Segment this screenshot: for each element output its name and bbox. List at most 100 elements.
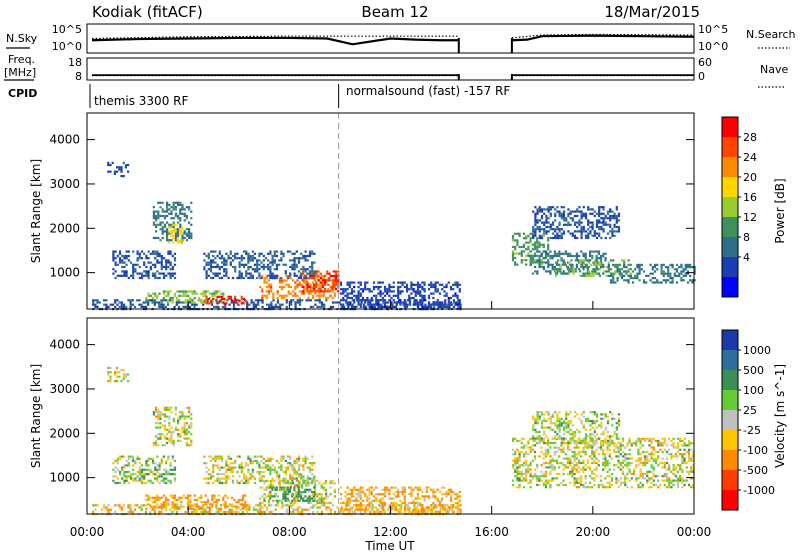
heatmap-cell <box>587 460 589 462</box>
heatmap-cell <box>607 233 609 235</box>
heatmap-cell <box>172 273 174 275</box>
heatmap-cell <box>145 508 147 510</box>
heatmap-cell <box>156 251 158 253</box>
heatmap-cell <box>561 228 563 230</box>
heatmap-cell <box>353 487 355 489</box>
heatmap-cell <box>272 293 274 295</box>
heatmap-cell <box>574 215 576 217</box>
heatmap-cell <box>263 259 265 261</box>
heatmap-cell <box>280 469 282 471</box>
heatmap-cell <box>120 168 122 170</box>
heatmap-cell <box>554 255 556 257</box>
heatmap-cell <box>241 275 243 277</box>
heatmap-cell <box>258 273 260 275</box>
heatmap-cell <box>139 458 141 460</box>
heatmap-cell <box>441 487 443 489</box>
heatmap-cell <box>378 504 380 506</box>
heatmap-cell <box>393 504 395 506</box>
heatmap-cell <box>148 270 150 272</box>
heatmap-cell <box>355 498 357 500</box>
heatmap-cell <box>245 264 247 266</box>
heatmap-cell <box>523 480 525 482</box>
heatmap-cell <box>591 453 593 455</box>
heatmap-cell <box>620 444 622 446</box>
heatmap-cell <box>225 270 227 272</box>
heatmap-cell <box>244 495 246 497</box>
heatmap-cell <box>170 226 172 228</box>
heatmap-cell <box>592 273 594 275</box>
heatmap-cell <box>186 416 188 418</box>
heatmap-cell <box>561 237 563 239</box>
heatmap-cell <box>331 288 333 290</box>
heatmap-cell <box>170 253 172 255</box>
heatmap-cell <box>274 493 276 495</box>
heatmap-cell <box>395 491 397 493</box>
heatmap-cell <box>351 493 353 495</box>
heatmap-cell <box>161 475 163 477</box>
heatmap-cell <box>618 230 620 232</box>
heatmap-cell <box>139 471 141 473</box>
heatmap-cell <box>545 233 547 235</box>
heatmap-cell <box>174 253 176 255</box>
heatmap-cell <box>190 235 192 237</box>
heatmap-cell <box>300 464 302 466</box>
heatmap-cell <box>159 273 161 275</box>
heatmap-cell <box>534 475 536 477</box>
heatmap-cell <box>294 264 296 266</box>
heatmap-cell <box>530 449 532 451</box>
heatmap-cell <box>454 498 456 500</box>
heatmap-cell <box>234 298 236 300</box>
heatmap-cell <box>665 279 667 281</box>
heatmap-cell <box>279 484 281 486</box>
heatmap-cell <box>213 293 215 295</box>
heatmap-cell <box>210 478 212 480</box>
heatmap-cell <box>117 462 119 464</box>
heatmap-cell <box>597 264 599 266</box>
heatmap-cell <box>230 296 232 298</box>
heatmap-cell <box>128 471 130 473</box>
heatmap-cell <box>267 266 269 268</box>
heatmap-cell <box>351 288 353 290</box>
heatmap-cell <box>437 301 439 303</box>
heatmap-cell <box>521 447 523 449</box>
heatmap-cell <box>596 475 598 477</box>
heatmap-cell <box>254 257 256 259</box>
heatmap-cell <box>155 217 157 219</box>
heatmap-cell <box>632 281 634 283</box>
heatmap-cell <box>534 224 536 226</box>
heatmap-cell <box>593 480 595 482</box>
heatmap-cell <box>223 275 225 277</box>
heatmap-cell <box>388 299 390 301</box>
heatmap-cell <box>441 284 443 286</box>
heatmap-cell <box>373 489 375 491</box>
heatmap-cell <box>578 462 580 464</box>
heatmap-cell <box>624 480 626 482</box>
heatmap-cell <box>190 442 192 444</box>
heatmap-cell <box>621 273 623 275</box>
heatmap-cell <box>170 433 172 435</box>
heatmap-cell <box>609 237 611 239</box>
heatmap-cell <box>321 487 323 489</box>
heatmap-cell <box>543 484 545 486</box>
heatmap-cell <box>270 482 272 484</box>
heatmap-cell <box>521 473 523 475</box>
heatmap-cell <box>289 478 291 480</box>
heatmap-cell <box>602 469 604 471</box>
heatmap-cell <box>154 275 156 277</box>
heatmap-cell <box>570 259 572 261</box>
nsearch-label: N.Search <box>746 28 796 41</box>
heatmap-cell <box>170 438 172 440</box>
heatmap-cell <box>421 495 423 497</box>
heatmap-cell <box>642 444 644 446</box>
heatmap-cell <box>145 299 147 301</box>
heatmap-cell <box>643 270 645 272</box>
heatmap-cell <box>574 466 576 468</box>
heatmap-cell <box>143 253 145 255</box>
heatmap-cell <box>183 290 185 292</box>
heatmap-cell <box>567 447 569 449</box>
heatmap-cell <box>208 262 210 264</box>
heatmap-cell <box>345 506 347 508</box>
heatmap-cell <box>430 304 432 306</box>
heatmap-cell <box>354 509 356 511</box>
heatmap-cell <box>206 302 208 304</box>
